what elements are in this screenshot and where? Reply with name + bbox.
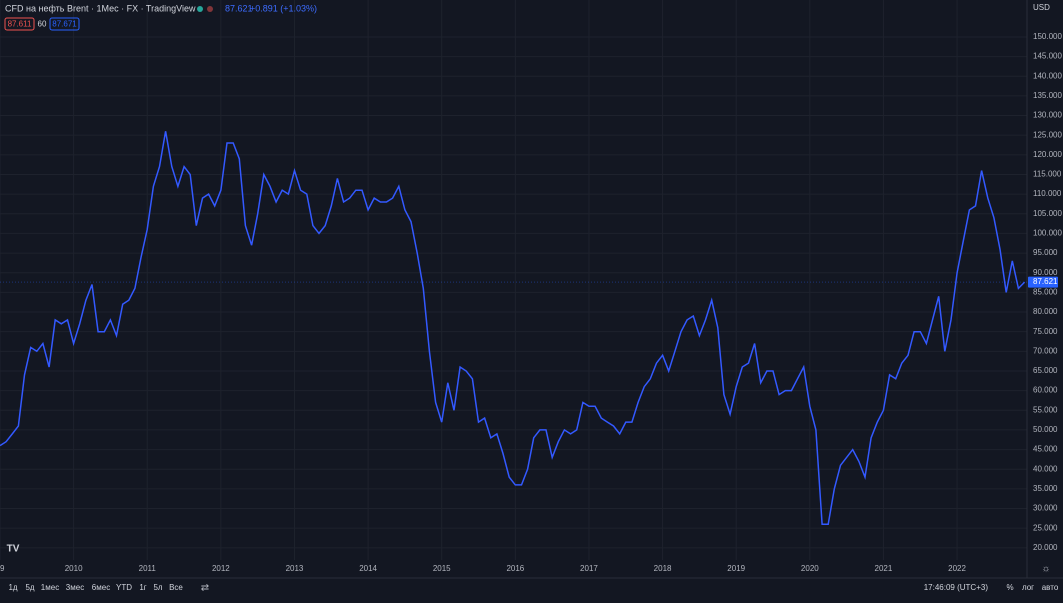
bid-box[interactable] — [4, 17, 35, 31]
status-dot — [207, 6, 213, 12]
y-tick-label: 135.000 — [1033, 91, 1062, 100]
price-change: +0.891 (+1.03%) — [250, 3, 317, 13]
range-button[interactable]: YTD — [116, 583, 132, 592]
x-tick-label: 2011 — [139, 564, 157, 573]
price-tag — [1028, 276, 1058, 288]
y-tick-label: 25.000 — [1033, 523, 1058, 532]
price-line — [0, 131, 1026, 525]
x-tick-label: 2010 — [65, 564, 83, 573]
settings-icon[interactable]: ☼ — [1041, 564, 1050, 575]
y-tick-label: 145.000 — [1033, 52, 1062, 61]
x-tick-label: 2022 — [948, 564, 966, 573]
x-tick-label: 2017 — [580, 564, 598, 573]
last-price: 87.621 — [225, 3, 253, 13]
range-button[interactable]: 3мес — [66, 583, 84, 592]
chart-title: CFD на нефть Brent · 1Мес · FX · Trading… — [5, 3, 196, 13]
bid-price: 87.611 — [8, 20, 32, 29]
y-tick-label: 70.000 — [1033, 346, 1058, 355]
y-tick-label: 100.000 — [1033, 229, 1062, 238]
x-tick-label: 2014 — [359, 564, 377, 573]
scale-option[interactable]: авто — [1042, 583, 1059, 592]
y-tick-label: 60.000 — [1033, 386, 1058, 395]
y-tick-label: 130.000 — [1033, 111, 1062, 120]
clock: 17:46:09 (UTC+3) — [924, 583, 989, 592]
range-button[interactable]: 1г — [139, 583, 146, 592]
range-button[interactable]: 1д — [8, 583, 17, 592]
y-tick-label: 65.000 — [1033, 366, 1058, 375]
x-tick-label: 2016 — [506, 564, 524, 573]
y-tick-label: 45.000 — [1033, 445, 1058, 454]
x-tick-label: 2021 — [875, 564, 893, 573]
y-tick-label: 115.000 — [1033, 170, 1062, 179]
range-button[interactable]: 1мес — [41, 583, 59, 592]
y-tick-label: 110.000 — [1033, 189, 1062, 198]
y-tick-label: 55.000 — [1033, 405, 1058, 414]
y-tick-label: 40.000 — [1033, 464, 1058, 473]
y-tick-label: 120.000 — [1033, 150, 1062, 159]
y-tick-label: 85.000 — [1033, 287, 1058, 296]
scale-option[interactable]: лог — [1022, 583, 1034, 592]
y-tick-label: 30.000 — [1033, 504, 1058, 513]
y-tick-label: 20.000 — [1033, 543, 1058, 552]
y-tick-label: 90.000 — [1033, 268, 1058, 277]
range-button[interactable]: Все — [169, 583, 183, 592]
x-tick-label: 2019 — [727, 564, 745, 573]
x-tick-label: 2013 — [286, 564, 304, 573]
y-tick-label: 50.000 — [1033, 425, 1058, 434]
y-tick-label: 95.000 — [1033, 248, 1058, 257]
date-range-icon[interactable]: ⇄ — [201, 583, 209, 594]
range-button[interactable]: 5л — [153, 583, 162, 592]
currency[interactable]: USD — [1033, 3, 1050, 12]
price-tag-label: 87.621 — [1033, 277, 1058, 286]
y-tick-label: 35.000 — [1033, 484, 1058, 493]
y-tick-label: 140.000 — [1033, 71, 1062, 80]
spread: 60 — [38, 20, 47, 29]
ask-box[interactable] — [49, 17, 80, 31]
ask-price: 87.671 — [52, 20, 77, 29]
y-tick-label: 125.000 — [1033, 130, 1062, 139]
x-tick-label: 2012 — [212, 564, 230, 573]
logo: TV — [7, 544, 20, 555]
y-tick-label: 75.000 — [1033, 327, 1058, 336]
x-tick-label: 09 — [0, 564, 5, 573]
y-tick-label: 80.000 — [1033, 307, 1058, 316]
x-tick-label: 2018 — [654, 564, 672, 573]
range-button[interactable]: 6мес — [92, 583, 110, 592]
x-tick-label: 2020 — [801, 564, 819, 573]
range-button[interactable]: 5д — [25, 583, 34, 592]
y-tick-label: 105.000 — [1033, 209, 1062, 218]
x-tick-label: 2015 — [433, 564, 451, 573]
status-dot — [197, 6, 203, 12]
y-tick-label: 150.000 — [1033, 32, 1062, 41]
scale-option[interactable]: % — [1006, 583, 1013, 592]
